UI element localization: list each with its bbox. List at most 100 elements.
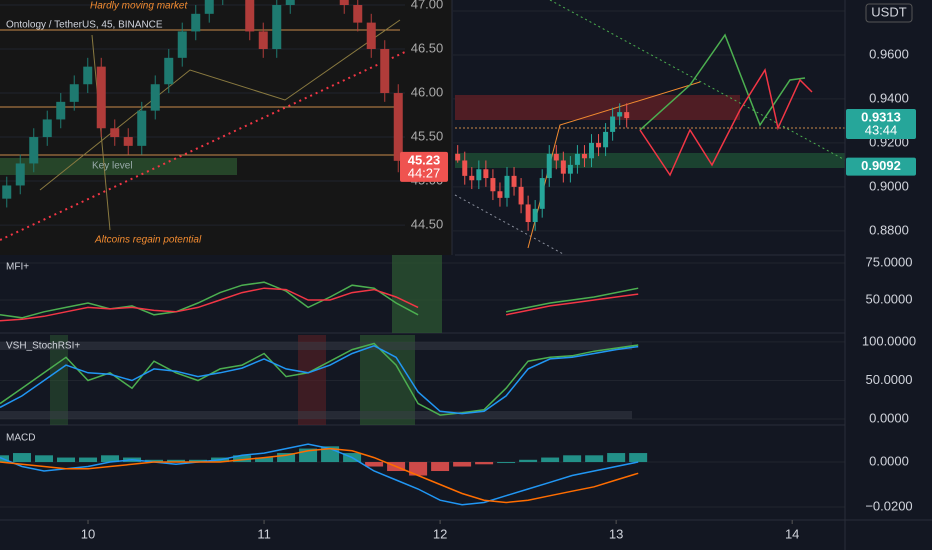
candle-body — [617, 112, 623, 117]
histogram-bar — [497, 462, 516, 464]
candle-body — [96, 66, 106, 129]
y-tick-label: 46.50 — [411, 40, 444, 55]
band — [0, 411, 632, 419]
series-line — [0, 443, 639, 506]
histogram-bar — [563, 455, 582, 463]
x-tick-label: 10 — [81, 526, 95, 541]
candle-body — [366, 22, 376, 50]
countdown: 44:27 — [408, 165, 441, 180]
price-badge — [846, 157, 916, 176]
candle-body — [69, 84, 79, 102]
y-tick-label: 0.8800 — [869, 222, 909, 237]
candle-body — [624, 112, 630, 119]
inset-background — [0, 0, 452, 255]
candle-body — [15, 163, 25, 186]
candle-body — [42, 119, 52, 138]
series-line — [0, 447, 639, 504]
y-tick-label: 47.00 — [411, 0, 444, 11]
histogram-bar — [629, 453, 648, 463]
x-tick-label: 11 — [257, 526, 271, 541]
candle-body — [589, 142, 594, 159]
candle-body — [476, 169, 482, 181]
histogram-bar — [167, 459, 186, 463]
price-label: 0.9092 — [861, 158, 901, 173]
trendline — [549, 0, 846, 161]
band — [0, 342, 632, 350]
y-tick-label: 0.9600 — [869, 46, 909, 61]
candle-body — [2, 185, 12, 199]
y-tick-label: 0.9000 — [869, 178, 909, 193]
histogram-bar — [35, 455, 54, 463]
candle-body — [483, 169, 489, 179]
candle-body — [123, 137, 133, 146]
candle-body — [567, 164, 573, 174]
currency-label[interactable]: USDT — [871, 4, 906, 19]
histogram-bar — [431, 462, 450, 472]
annotation: Hardly moving market — [90, 1, 188, 12]
y-tick-label: 50.0000 — [866, 291, 913, 306]
price-badge — [400, 151, 448, 182]
candle-body — [272, 5, 282, 50]
candle-body — [164, 57, 174, 85]
candle-body — [596, 142, 602, 148]
histogram-bar — [57, 457, 76, 463]
candle-body — [150, 84, 160, 111]
histogram-bar — [519, 459, 538, 463]
trendline — [0, 51, 406, 241]
chart-title: Ontology / TetherUS, 45, BINANCE — [6, 20, 163, 31]
projection — [639, 33, 806, 131]
candle-body — [353, 5, 363, 23]
candle-body — [285, 0, 295, 6]
currency-badge[interactable] — [865, 3, 913, 23]
candle-body — [610, 116, 616, 132]
candle-body — [83, 66, 93, 85]
x-tick-label: 12 — [433, 526, 447, 541]
y-tick-label: 75.0000 — [866, 254, 913, 269]
support-zone — [455, 153, 845, 168]
histogram-bar — [13, 453, 32, 463]
histogram-bar — [585, 455, 604, 463]
pane-title: VSH_StochRSI+ — [6, 341, 80, 352]
series-line — [0, 287, 639, 322]
histogram-bar — [255, 457, 274, 463]
candle-body — [29, 137, 39, 164]
pane-title: MACD — [6, 433, 35, 444]
candle-body — [539, 178, 545, 209]
candle-body — [110, 128, 120, 138]
histogram-bar — [541, 457, 560, 463]
resistance-zone — [455, 95, 740, 120]
highlight — [50, 335, 68, 425]
y-tick-label: 0.0000 — [869, 453, 909, 468]
candle-body — [490, 178, 496, 192]
candle-body — [339, 0, 349, 6]
candle-body — [393, 93, 403, 161]
candle-body — [56, 101, 66, 120]
trendline — [454, 194, 566, 256]
histogram-bar — [607, 453, 626, 463]
y-tick-label: −0.0200 — [865, 498, 912, 513]
price-label: 45.23 — [408, 152, 441, 167]
histogram-bar — [409, 462, 428, 476]
y-tick-label: 44.50 — [411, 217, 444, 232]
pane-title: MFI+ — [6, 262, 29, 273]
candle-body — [546, 153, 552, 179]
candle-body — [177, 31, 187, 58]
series-line — [0, 281, 639, 319]
candle-body — [532, 208, 538, 223]
histogram-bar — [233, 455, 252, 463]
highlight — [392, 255, 442, 333]
channel — [527, 81, 701, 249]
candle-body — [245, 0, 255, 32]
histogram-bar — [101, 455, 120, 463]
candle-body — [380, 49, 390, 94]
annotation: Altcoins regain potential — [94, 235, 202, 246]
candle-body — [191, 13, 201, 32]
candle-body — [504, 175, 510, 198]
x-tick-label: 13 — [609, 526, 623, 541]
price-badge — [846, 109, 916, 140]
candle-body — [581, 153, 587, 159]
projection — [639, 68, 813, 177]
y-tick-label: 45.50 — [411, 128, 444, 143]
countdown: 43:44 — [865, 122, 898, 137]
